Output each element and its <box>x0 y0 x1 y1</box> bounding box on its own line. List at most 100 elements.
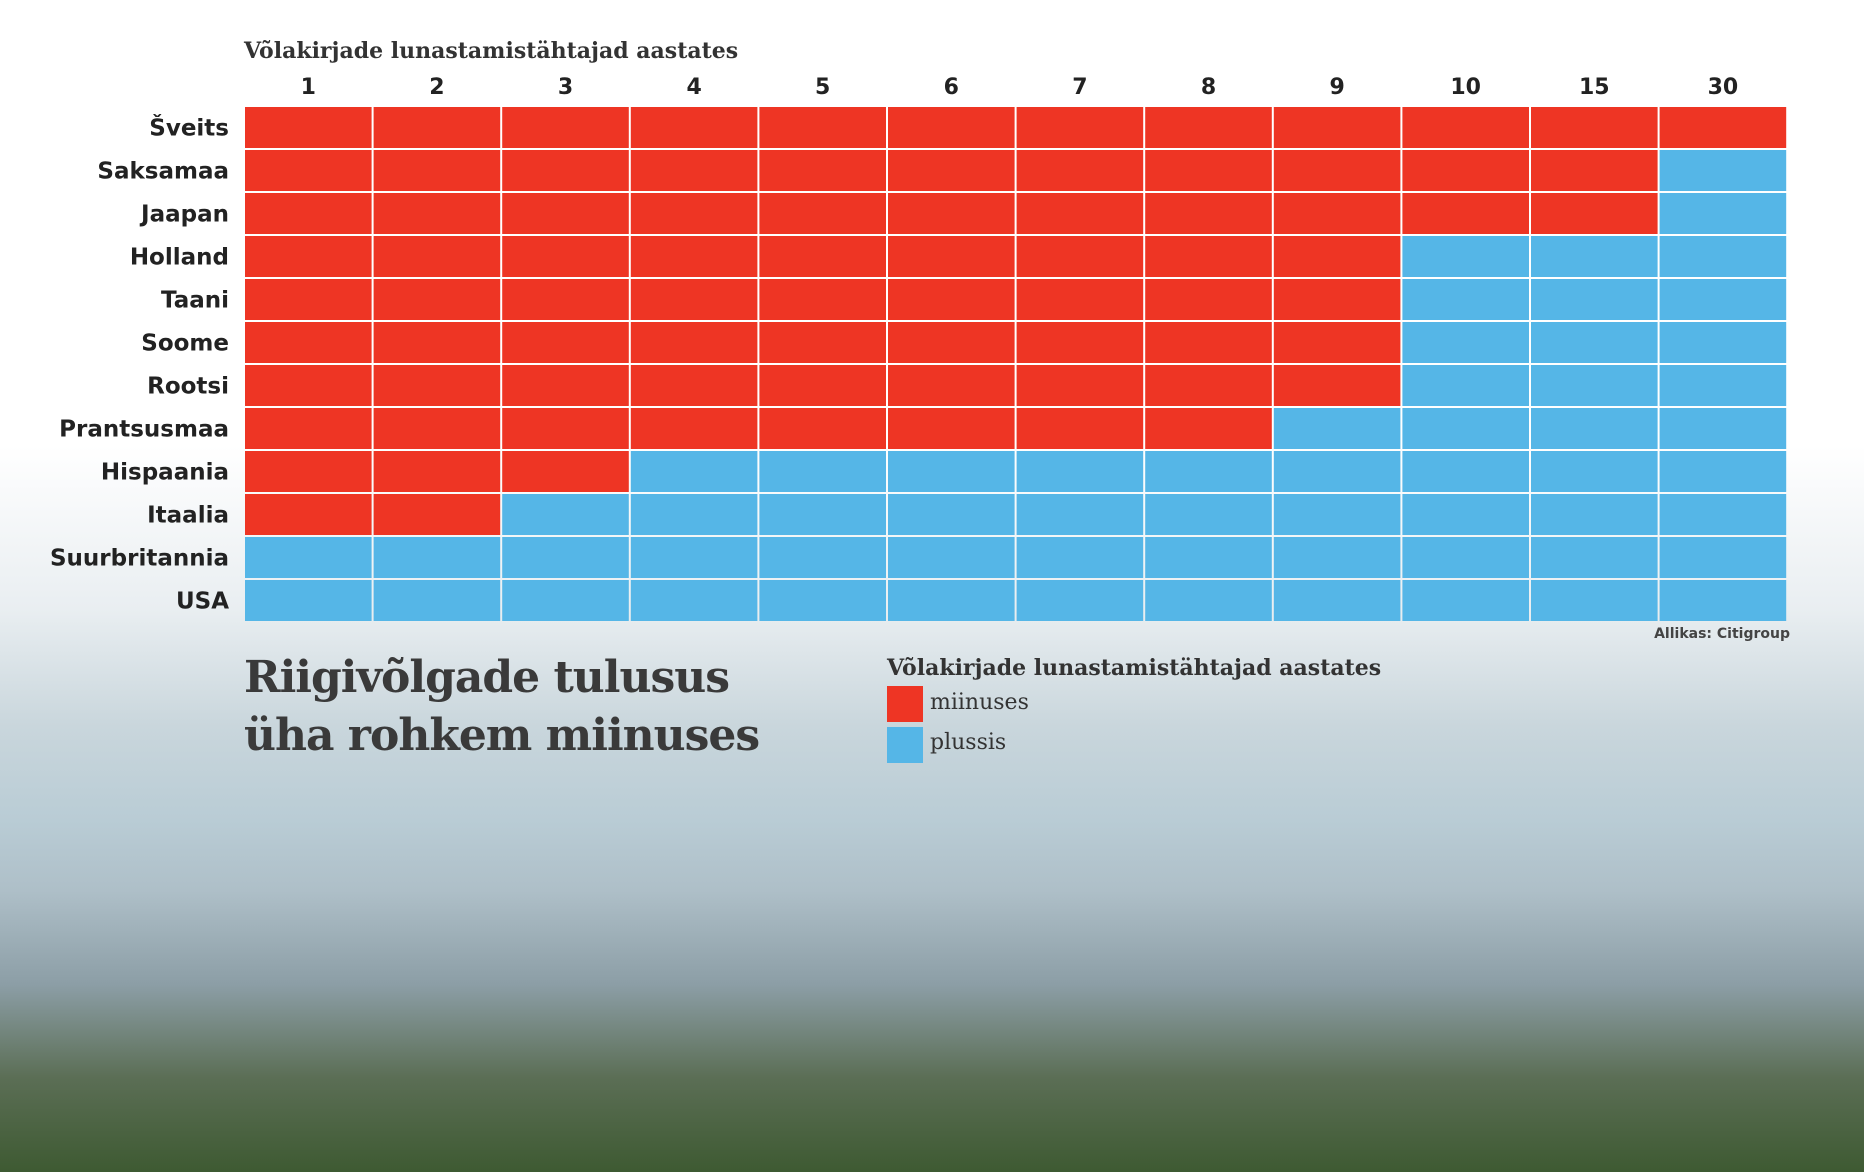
heatmap-cell <box>888 365 1015 406</box>
heatmap-cell <box>1273 537 1401 578</box>
heatmap-cell <box>1402 494 1529 535</box>
heatmap-cell <box>888 322 1015 363</box>
heatmap-cell <box>1531 107 1658 148</box>
heatmap-cell <box>759 150 886 191</box>
heatmap-cell <box>1273 322 1401 363</box>
x-tick-label: 8 <box>1201 75 1216 100</box>
x-tick-label: 1 <box>301 75 316 100</box>
heatmap-cell <box>888 580 1015 621</box>
heatmap-cell <box>1659 193 1787 234</box>
heatmap-cell <box>502 279 629 320</box>
heatmap-cell <box>759 193 886 234</box>
heatmap-cell <box>502 193 629 234</box>
heatmap-cell <box>502 150 629 191</box>
heatmap-cell <box>245 193 372 234</box>
y-tick-label: Itaalia <box>147 503 229 529</box>
y-tick-label: Holland <box>130 245 229 271</box>
heatmap-cell <box>1659 107 1787 148</box>
heatmap-cell <box>1145 408 1272 449</box>
heatmap-cell <box>1016 537 1144 578</box>
heatmap-cell <box>888 537 1015 578</box>
heatmap-cell <box>888 107 1015 148</box>
heatmap-cell <box>759 365 886 406</box>
x-tick-label: 5 <box>815 75 830 100</box>
heatmap-cell <box>630 537 758 578</box>
heatmap-cell <box>1531 193 1658 234</box>
heatmap-cell <box>1659 451 1787 492</box>
heatmap-cell <box>502 107 629 148</box>
heatmap-cell <box>630 236 758 277</box>
heatmap-cell <box>630 494 758 535</box>
heatmap-cell <box>1273 580 1401 621</box>
heatmap-cell <box>1659 322 1787 363</box>
heatmap-cell <box>373 107 501 148</box>
headline-line-1: Riigivõlgade tulusus <box>244 652 730 703</box>
heatmap-cell <box>1402 322 1529 363</box>
heatmap-cell <box>502 322 629 363</box>
heatmap-cell <box>1402 365 1529 406</box>
heatmap-cell <box>373 150 501 191</box>
heatmap-cell <box>1016 365 1144 406</box>
heatmap-cell <box>1659 236 1787 277</box>
heatmap-cell <box>1016 150 1144 191</box>
heatmap-cell <box>1273 365 1401 406</box>
heatmap-cell <box>245 494 372 535</box>
headline-line-2: üha rohkem miinuses <box>244 710 760 761</box>
legend-title: Võlakirjade lunastamistähtajad aastates <box>887 655 1382 681</box>
y-tick-label: USA <box>176 589 229 615</box>
heatmap-cell <box>1273 408 1401 449</box>
heatmap-cell <box>373 279 501 320</box>
heatmap-cell <box>1659 279 1787 320</box>
heatmap-cell <box>1273 150 1401 191</box>
heatmap-cell <box>1659 408 1787 449</box>
x-axis-title: Võlakirjade lunastamistähtajad aastates <box>243 38 738 64</box>
heatmap-cell <box>373 537 501 578</box>
heatmap-cell <box>888 408 1015 449</box>
heatmap-cell <box>245 365 372 406</box>
y-tick-label: Soome <box>141 331 229 357</box>
heatmap-cell <box>373 451 501 492</box>
heatmap-cell <box>759 408 886 449</box>
heatmap-cell <box>1273 494 1401 535</box>
heatmap-cell <box>759 236 886 277</box>
y-tick-label: Šveits <box>149 114 229 142</box>
heatmap-cell <box>1016 107 1144 148</box>
x-tick-label: 15 <box>1579 75 1610 100</box>
heatmap-cell <box>1016 494 1144 535</box>
heatmap-cell <box>1531 236 1658 277</box>
heatmap-cell <box>888 494 1015 535</box>
heatmap-cell <box>759 451 886 492</box>
heatmap-cell <box>1145 537 1272 578</box>
heatmap-cell <box>245 279 372 320</box>
heatmap-cell <box>373 236 501 277</box>
heatmap-cell <box>1016 279 1144 320</box>
y-tick-label: Hispaania <box>101 460 229 486</box>
heatmap-cell <box>759 322 886 363</box>
heatmap-cell <box>1531 580 1658 621</box>
heatmap-cell <box>1402 236 1529 277</box>
heatmap-cell <box>1145 193 1272 234</box>
heatmap-cell <box>759 537 886 578</box>
heatmap-cell <box>630 365 758 406</box>
y-tick-label: Rootsi <box>147 374 229 400</box>
heatmap-cell <box>1402 193 1529 234</box>
heatmap-cell <box>1273 236 1401 277</box>
heatmap-cell <box>1659 494 1787 535</box>
heatmap-cell <box>759 494 886 535</box>
heatmap-cell <box>1531 494 1658 535</box>
heatmap-cell <box>1016 580 1144 621</box>
heatmap-cell <box>373 408 501 449</box>
heatmap-cell <box>630 408 758 449</box>
heatmap-cell <box>1402 537 1529 578</box>
y-tick-label: Saksamaa <box>97 159 229 185</box>
y-tick-label: Jaapan <box>139 202 229 228</box>
heatmap-cell <box>502 537 629 578</box>
heatmap-cell <box>630 279 758 320</box>
heatmap-cell <box>245 322 372 363</box>
heatmap-cell <box>502 451 629 492</box>
legend-label-positive: plussis <box>930 730 1007 755</box>
heatmap-cell <box>1016 408 1144 449</box>
x-tick-label: 10 <box>1450 75 1481 100</box>
heatmap-cell <box>1531 408 1658 449</box>
heatmap-cell <box>1531 451 1658 492</box>
